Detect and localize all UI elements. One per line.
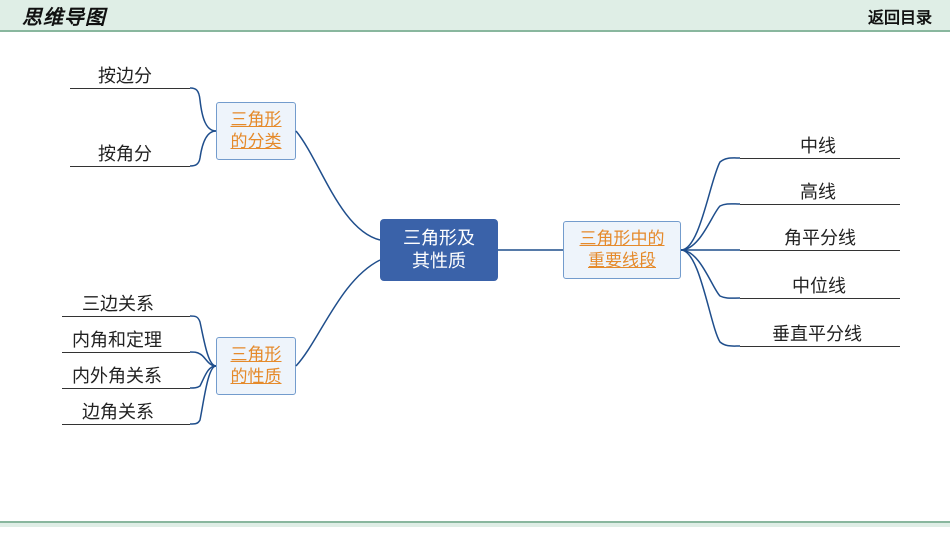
leaf-segment-1-line <box>740 204 900 205</box>
leaf-classify-1-line <box>70 166 190 167</box>
leaf-segment-1: 高线 <box>800 178 836 204</box>
classification-line2: 的分类 <box>231 131 282 153</box>
leaf-classify-1: 按角分 <box>98 140 152 166</box>
segments-line1: 三角形中的 <box>580 228 665 250</box>
leaf-segment-0-line <box>740 158 900 159</box>
property-node[interactable]: 三角形 的性质 <box>216 337 296 395</box>
leaf-property-2-line <box>62 388 190 389</box>
leaf-segment-4-line <box>740 346 900 347</box>
leaf-property-3: 边角关系 <box>82 398 154 424</box>
leaf-segment-2: 角平分线 <box>784 224 856 250</box>
return-link[interactable]: 返回目录 <box>868 4 932 28</box>
leaf-segment-3: 中位线 <box>792 272 846 298</box>
leaf-classify-0: 按边分 <box>98 62 152 88</box>
leaf-property-0-line <box>62 316 190 317</box>
leaf-property-2: 内外角关系 <box>72 362 162 388</box>
leaf-segment-2-line <box>740 250 900 251</box>
leaf-segment-4: 垂直平分线 <box>772 320 862 346</box>
segments-node[interactable]: 三角形中的 重要线段 <box>563 221 681 279</box>
page-title: 思维导图 <box>22 1 106 30</box>
classification-line1: 三角形 <box>231 109 282 131</box>
footer-line <box>0 521 950 527</box>
leaf-property-0: 三边关系 <box>82 290 154 316</box>
segments-line2: 重要线段 <box>588 250 656 272</box>
leaf-segment-0: 中线 <box>800 132 836 158</box>
property-line1: 三角形 <box>231 344 282 366</box>
leaf-property-1: 内角和定理 <box>72 326 162 352</box>
header-bar: 思维导图 返回目录 <box>0 0 950 32</box>
center-node: 三角形及 其性质 <box>380 219 498 281</box>
leaf-segment-3-line <box>740 298 900 299</box>
leaf-property-1-line <box>62 352 190 353</box>
leaf-classify-0-line <box>70 88 190 89</box>
center-line1: 三角形及 <box>403 227 475 250</box>
center-line2: 其性质 <box>412 250 466 273</box>
leaf-property-3-line <box>62 424 190 425</box>
property-line2: 的性质 <box>231 366 282 388</box>
classification-node[interactable]: 三角形 的分类 <box>216 102 296 160</box>
